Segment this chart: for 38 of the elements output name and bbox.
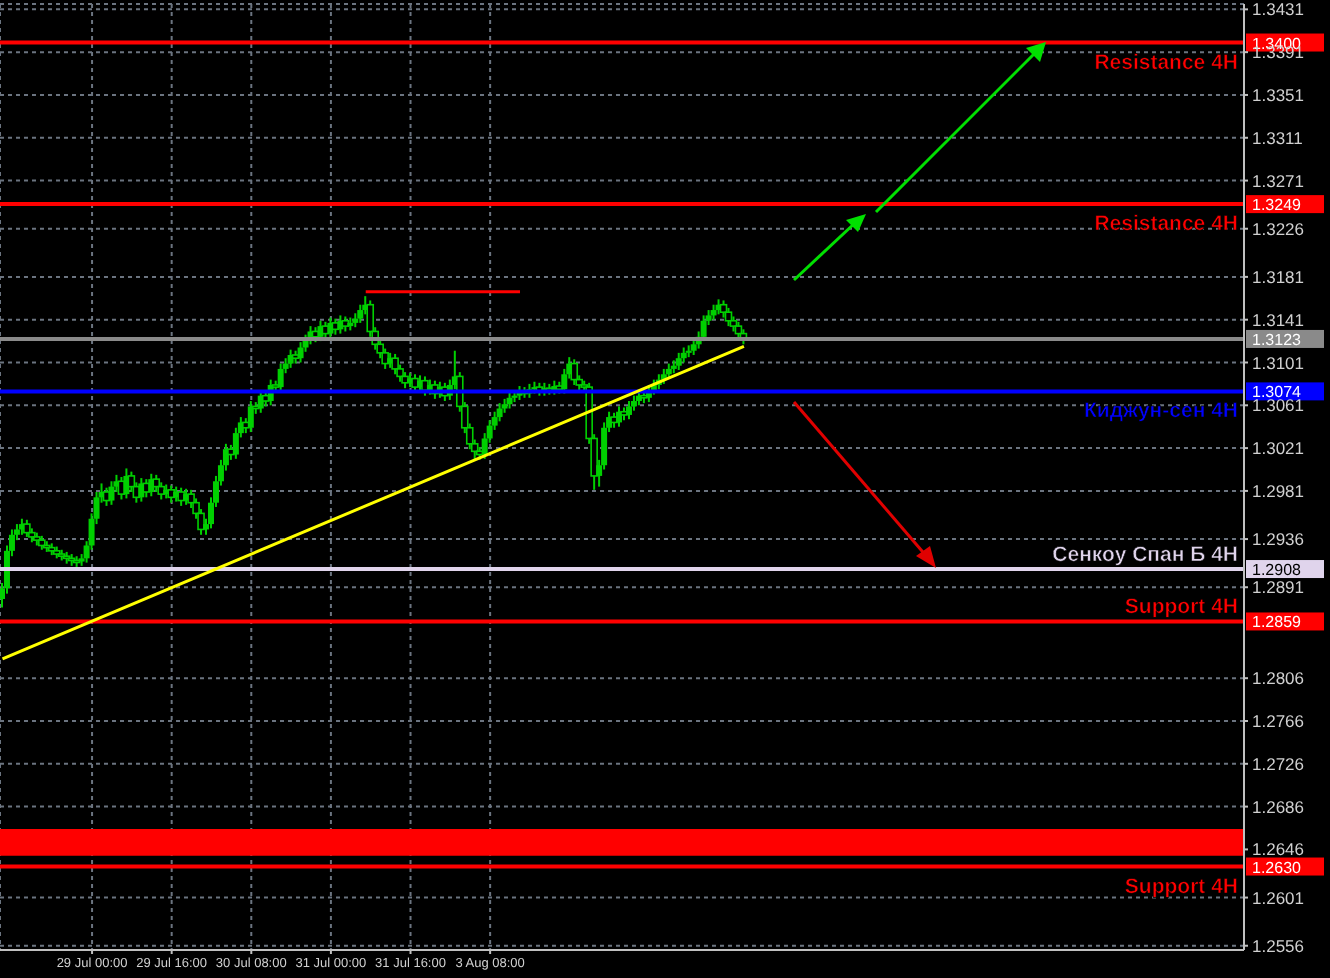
candlestick bbox=[287, 348, 294, 369]
text: 1.2630 bbox=[1252, 858, 1303, 877]
candlestick bbox=[297, 341, 304, 364]
y-tick-label: 1.3431 bbox=[1252, 0, 1305, 20]
y-tick-label: 1.3311 bbox=[1252, 127, 1304, 148]
candlestick bbox=[108, 480, 115, 506]
y-tick-label: 1.3226 bbox=[1252, 218, 1305, 239]
ref-line-label: Support 4H bbox=[1124, 874, 1238, 899]
y-tick-label: 1.2936 bbox=[1252, 529, 1305, 550]
candlestick bbox=[327, 316, 334, 339]
y-tick-label: 1.2766 bbox=[1252, 711, 1305, 732]
text: 1.2859 bbox=[1252, 613, 1303, 632]
y-tick-label: 1.3351 bbox=[1252, 85, 1305, 105]
y-tick-label: 1.3271 bbox=[1252, 170, 1305, 191]
y-tick-label: 1.3101 bbox=[1252, 352, 1305, 373]
ref-line-label: Киджун-сен 4H bbox=[1083, 399, 1238, 424]
y-tick-label: 1.3181 bbox=[1252, 266, 1305, 287]
ref-line-label: Сенкоу Спан Б 4H bbox=[1052, 543, 1238, 568]
candlestick bbox=[247, 400, 254, 434]
text: 1.3123 bbox=[1252, 330, 1303, 349]
y-tick-label: 1.2726 bbox=[1252, 753, 1305, 774]
y-tick-label: 1.2806 bbox=[1252, 668, 1305, 689]
y-tick-label: 1.2601 bbox=[1252, 887, 1305, 908]
y-tick-label: 1.2646 bbox=[1252, 839, 1305, 860]
y-tick-label: 1.3021 bbox=[1252, 438, 1305, 459]
candlestick bbox=[277, 362, 284, 393]
ref-line-label: Resistance 4H bbox=[1094, 212, 1238, 237]
y-tick-label: 1.2556 bbox=[1252, 935, 1305, 956]
text: 1.2908 bbox=[1252, 561, 1303, 580]
candlestick bbox=[496, 402, 503, 423]
y-tick-label: 1.3141 bbox=[1252, 309, 1305, 330]
y-tick-label: 1.2891 bbox=[1252, 577, 1305, 598]
ref-line-label: Resistance 4H bbox=[1094, 50, 1238, 75]
y-tick-label: 1.2981 bbox=[1252, 480, 1305, 501]
y-tick-label: 1.2686 bbox=[1252, 796, 1305, 817]
ref-line-label: Support 4H bbox=[1124, 595, 1238, 620]
text: 1.3249 bbox=[1252, 196, 1303, 215]
candlestick bbox=[724, 306, 733, 328]
